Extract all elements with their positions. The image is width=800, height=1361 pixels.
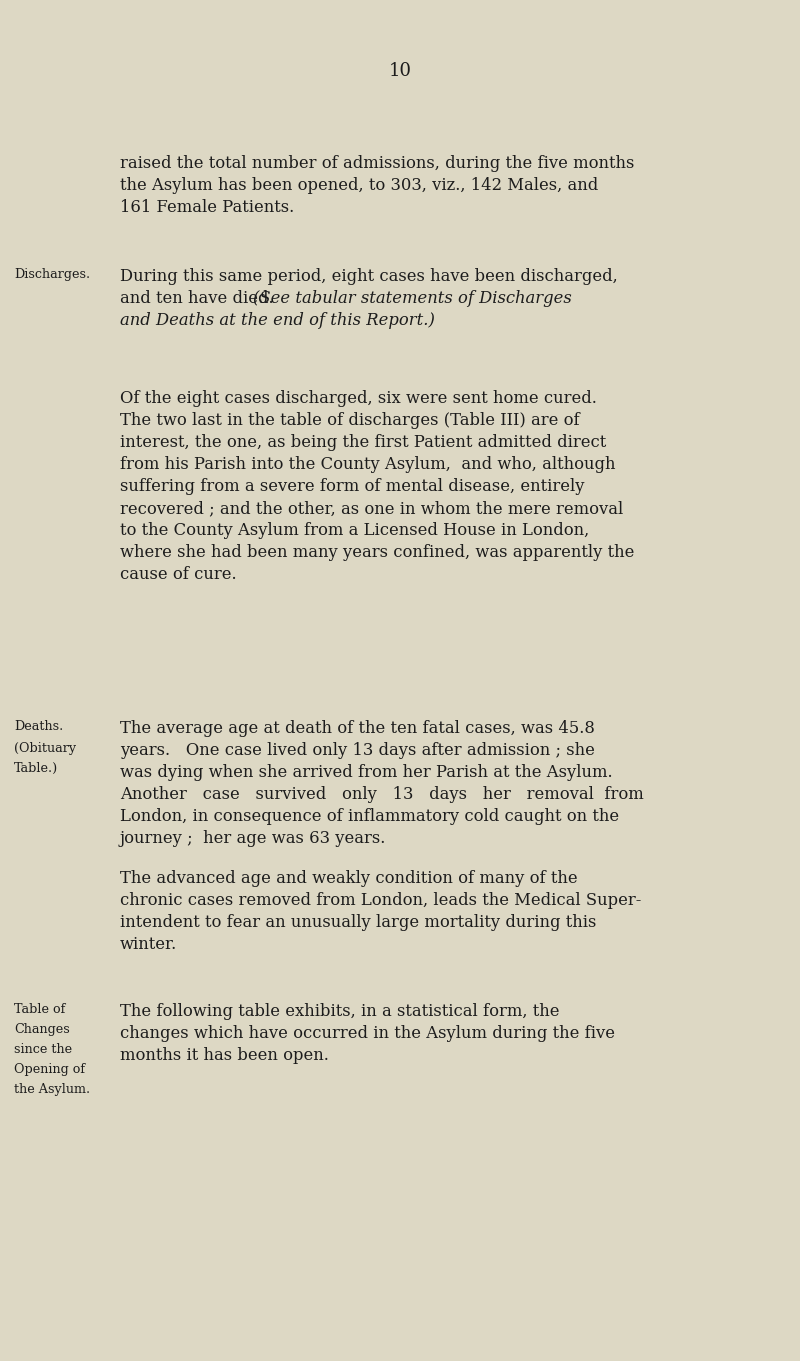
Text: 10: 10 <box>389 63 411 80</box>
Text: winter.: winter. <box>120 936 178 953</box>
Text: and ten have died.: and ten have died. <box>120 290 284 308</box>
Text: (Obituary: (Obituary <box>14 742 76 755</box>
Text: changes which have occurred in the Asylum during the five: changes which have occurred in the Asylu… <box>120 1025 615 1043</box>
Text: from his Parish into the County Asylum,  and who, although: from his Parish into the County Asylum, … <box>120 456 615 474</box>
Text: years.   One case lived only 13 days after admission ; she: years. One case lived only 13 days after… <box>120 742 595 759</box>
Text: 161 Female Patients.: 161 Female Patients. <box>120 199 294 216</box>
Text: chronic cases removed from London, leads the Medical Super-: chronic cases removed from London, leads… <box>120 891 642 909</box>
Text: the Asylum has been opened, to 303, viz., 142 Males, and: the Asylum has been opened, to 303, viz.… <box>120 177 598 195</box>
Text: intendent to fear an unusually large mortality during this: intendent to fear an unusually large mor… <box>120 915 596 931</box>
Text: The two last in the table of discharges (Table III) are of: The two last in the table of discharges … <box>120 412 580 429</box>
Text: since the: since the <box>14 1043 72 1056</box>
Text: to the County Asylum from a Licensed House in London,: to the County Asylum from a Licensed Hou… <box>120 523 590 539</box>
Text: recovered ; and the other, as one in whom the mere removal: recovered ; and the other, as one in who… <box>120 499 623 517</box>
Text: suffering from a severe form of mental disease, entirely: suffering from a severe form of mental d… <box>120 478 585 495</box>
Text: Changes: Changes <box>14 1023 70 1036</box>
Text: and Deaths at the end of this Report.): and Deaths at the end of this Report.) <box>120 312 435 329</box>
Text: Another   case   survived   only   13   days   her   removal  from: Another case survived only 13 days her r… <box>120 787 644 803</box>
Text: The advanced age and weakly condition of many of the: The advanced age and weakly condition of… <box>120 870 578 887</box>
Text: The average age at death of the ten fatal cases, was 45.8: The average age at death of the ten fata… <box>120 720 595 738</box>
Text: cause of cure.: cause of cure. <box>120 566 237 583</box>
Text: During this same period, eight cases have been discharged,: During this same period, eight cases hav… <box>120 268 618 284</box>
Text: (See tabular statements of Discharges: (See tabular statements of Discharges <box>253 290 572 308</box>
Text: Table of: Table of <box>14 1003 66 1017</box>
Text: was dying when she arrived from her Parish at the Asylum.: was dying when she arrived from her Pari… <box>120 764 613 781</box>
Text: The following table exhibits, in a statistical form, the: The following table exhibits, in a stati… <box>120 1003 559 1019</box>
Text: journey ;  her age was 63 years.: journey ; her age was 63 years. <box>120 830 386 847</box>
Text: Deaths.: Deaths. <box>14 720 63 734</box>
Text: interest, the one, as being the first Patient admitted direct: interest, the one, as being the first Pa… <box>120 434 606 450</box>
Text: Of the eight cases discharged, six were sent home cured.: Of the eight cases discharged, six were … <box>120 391 597 407</box>
Text: Table.): Table.) <box>14 762 58 774</box>
Text: Opening of: Opening of <box>14 1063 85 1077</box>
Text: Discharges.: Discharges. <box>14 268 90 280</box>
Text: where she had been many years confined, was apparently the: where she had been many years confined, … <box>120 544 634 561</box>
Text: the Asylum.: the Asylum. <box>14 1083 90 1096</box>
Text: London, in consequence of inflammatory cold caught on the: London, in consequence of inflammatory c… <box>120 808 619 825</box>
Text: raised the total number of admissions, during the five months: raised the total number of admissions, d… <box>120 155 634 171</box>
Text: months it has been open.: months it has been open. <box>120 1047 329 1064</box>
